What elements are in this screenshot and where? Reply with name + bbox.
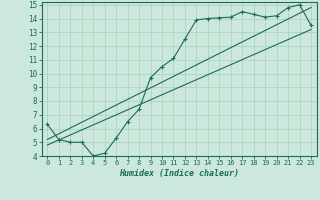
X-axis label: Humidex (Indice chaleur): Humidex (Indice chaleur) xyxy=(119,169,239,178)
